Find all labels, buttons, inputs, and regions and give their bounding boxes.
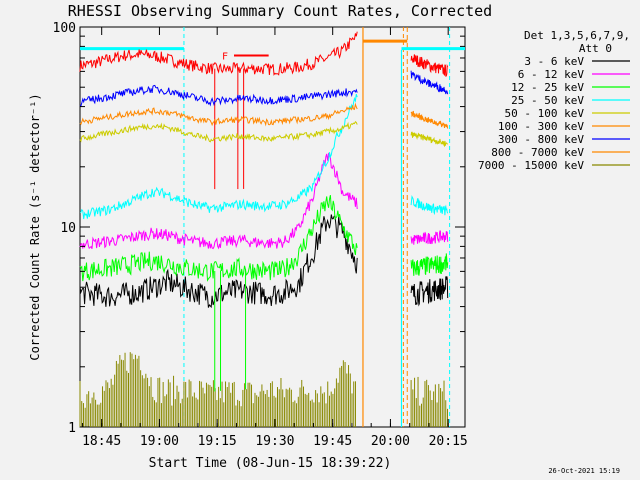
series-100-300-kev [79, 102, 449, 129]
legend-label-3-6-kev: 3 - 6 keV [524, 55, 584, 68]
series-high-energy-rate-red [79, 31, 449, 190]
y-axis: 1 10 100 [53, 21, 465, 436]
timestamp: 26-Oct-2021 15:19 [548, 467, 620, 475]
x-axis-title: Start Time (08-Jun-15 18:39:22) [149, 456, 392, 471]
series-line-after-gap [410, 131, 449, 148]
chart-title: RHESSI Observing Summary Count Rates, Co… [68, 2, 492, 20]
legend-label-300-800-kev: 300 - 800 keV [498, 133, 584, 146]
x-tick-label: 19:00 [140, 434, 179, 449]
series-line [79, 93, 358, 220]
series-12-25-kev [79, 194, 449, 392]
series-line-after-gap [410, 54, 449, 77]
series-line-after-gap [410, 70, 449, 95]
legend-label-6-12-kev: 6 - 12 keV [518, 68, 585, 81]
series-line [79, 84, 358, 107]
data-layer: F [79, 27, 465, 427]
series-line [79, 152, 358, 250]
legend-label-25-50-kev: 25 - 50 keV [511, 94, 584, 107]
legend-header-1: Det 1,3,5,6,7,9, [524, 29, 630, 42]
series-25-50-kev [79, 93, 449, 220]
x-tick-label: 19:45 [313, 434, 352, 449]
series-7000-15000-kev [79, 352, 448, 427]
flag-label: F [222, 52, 228, 63]
series-line [79, 214, 358, 309]
x-tick-label: 19:30 [255, 434, 294, 449]
series-line-after-gap [410, 194, 449, 216]
legend-label-800-7000-kev: 800 - 7000 keV [491, 146, 584, 159]
x-tick-label: 20:00 [371, 434, 410, 449]
series-300-800-kev [79, 70, 449, 107]
series-line [79, 121, 358, 143]
x-axis: 18:45 19:00 19:15 19:30 19:45 20:00 20:15 [81, 27, 468, 449]
series-6-12-kev [79, 152, 449, 250]
series-line [79, 102, 358, 127]
y-tick-label: 1 [68, 421, 76, 436]
legend-label-7000-15000-kev: 7000 - 15000 keV [478, 159, 584, 172]
y-tick-label: 10 [60, 221, 76, 236]
x-tick-label: 19:15 [198, 434, 237, 449]
y-axis-title: Corrected Count Rate (s⁻¹ detector⁻¹) [28, 93, 42, 360]
series-line-after-gap [410, 230, 449, 245]
y-tick-label: 100 [53, 21, 76, 36]
series-line-after-gap [410, 253, 449, 276]
legend-label-12-25-kev: 12 - 25 keV [511, 81, 584, 94]
series-line [79, 31, 358, 76]
series-line-after-gap [410, 276, 449, 307]
legend-label-100-300-kev: 100 - 300 keV [498, 120, 584, 133]
series-3-6-kev [79, 214, 449, 309]
series-50-100-kev [79, 121, 449, 148]
x-tick-label: 20:15 [429, 434, 468, 449]
series-line [79, 194, 358, 282]
x-tick-label: 18:45 [82, 434, 121, 449]
legend-label-50-100-kev: 50 - 100 keV [505, 107, 585, 120]
legend-header-2: Att 0 [579, 42, 612, 55]
series-line-after-gap [410, 110, 449, 129]
